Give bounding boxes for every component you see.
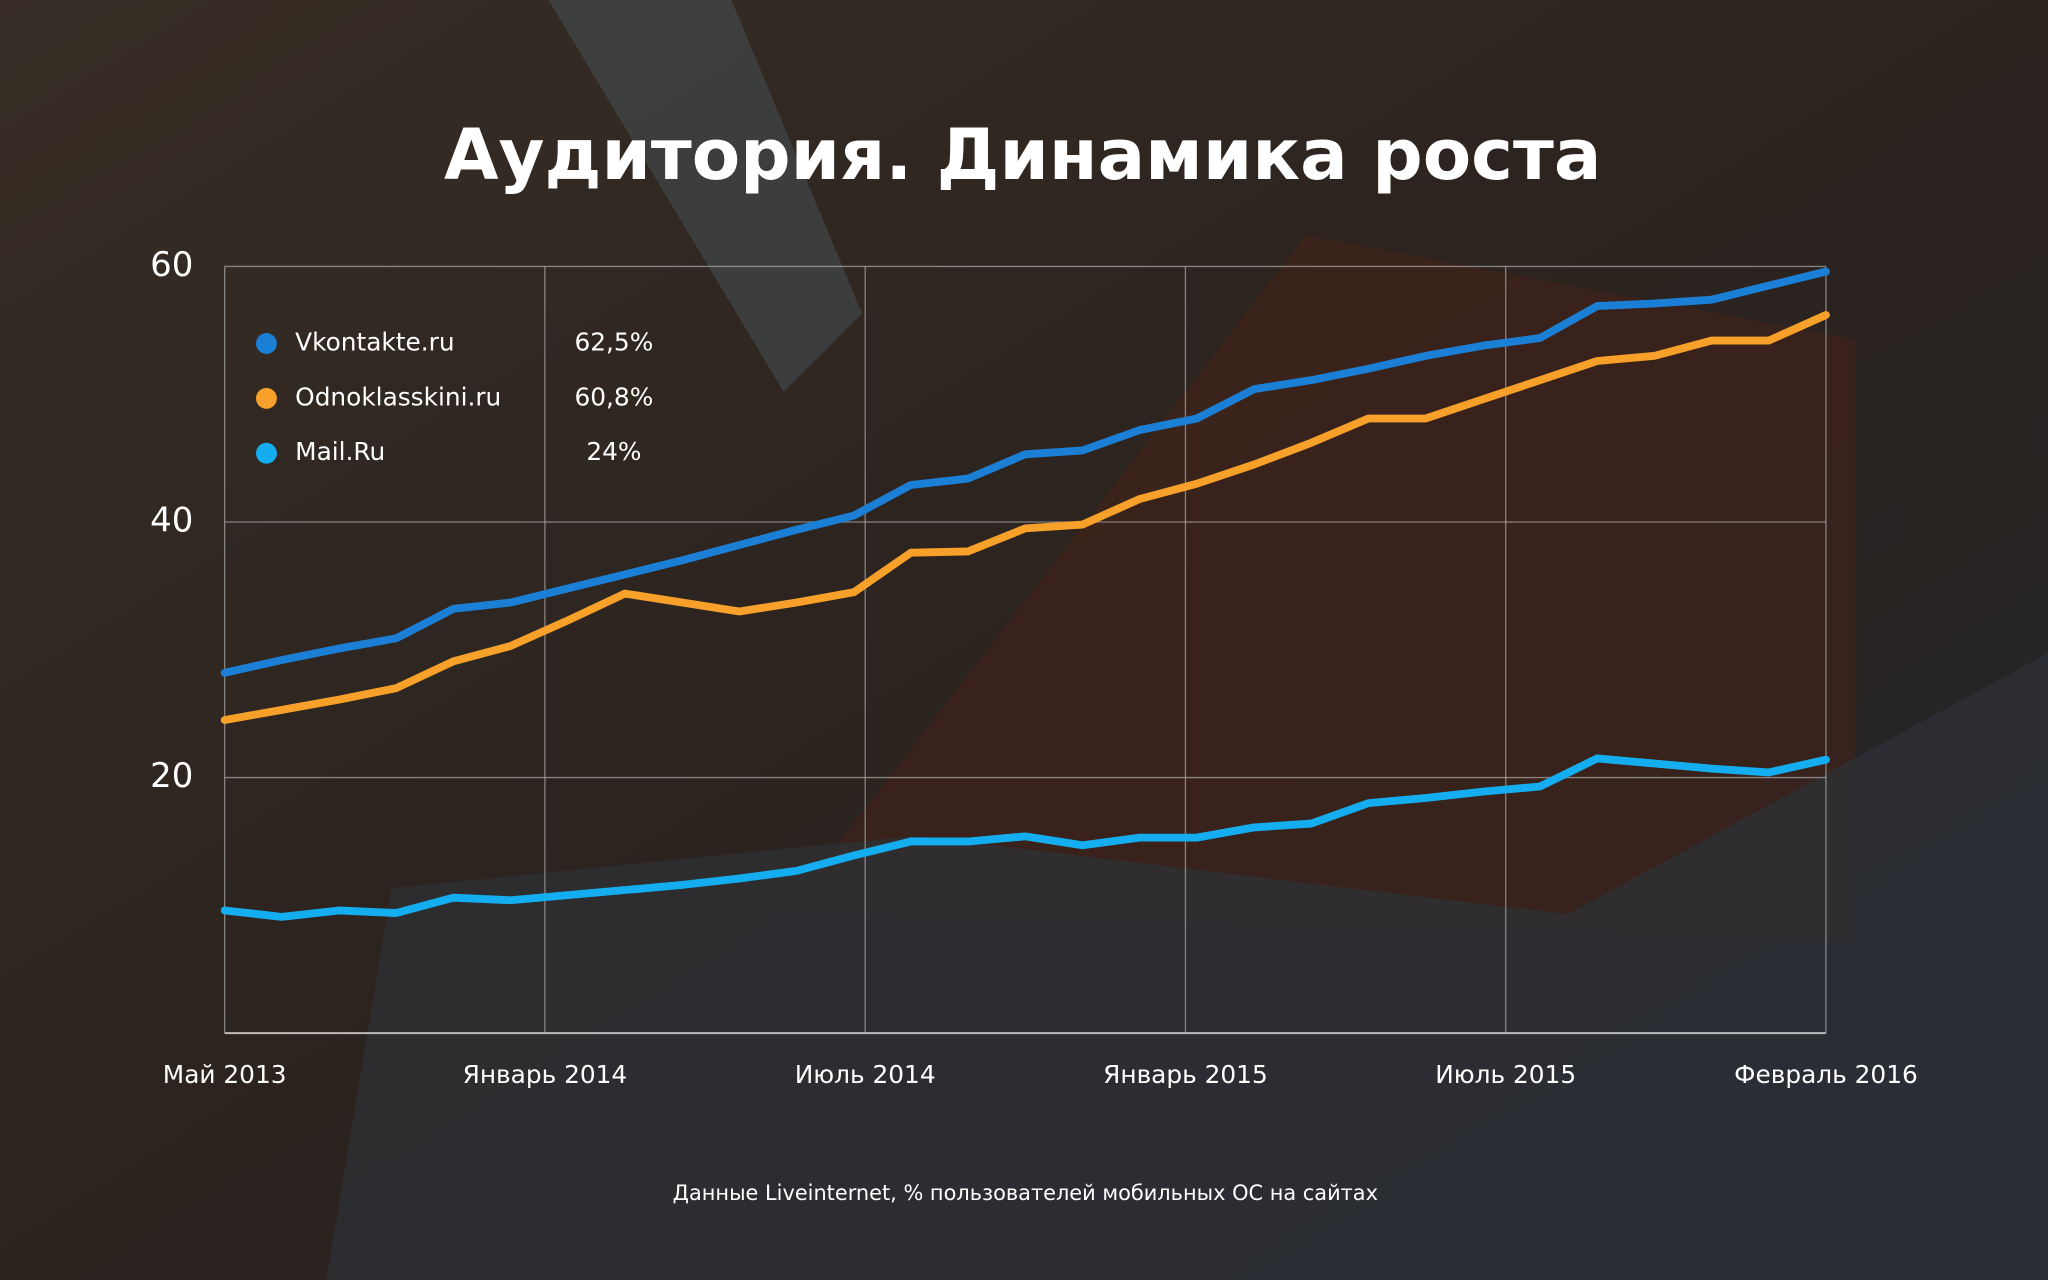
x-tick-label: Май 2013: [163, 1060, 287, 1089]
legend-marker: [256, 442, 277, 464]
background-shape: [326, 653, 2048, 1280]
series-line: [220, 311, 1830, 724]
y-tick-label: 60: [150, 245, 193, 285]
legend-label: Odnoklasskini.ru: [295, 382, 501, 411]
x-tick-label: Февраль 2016: [1734, 1060, 1918, 1089]
series-line: [220, 754, 1830, 921]
legend-label: Mail.Ru: [295, 437, 385, 466]
x-tick-label: Июль 2014: [795, 1060, 936, 1089]
source-note: Данные Liveinternet, % пользователей моб…: [673, 1181, 1378, 1205]
legend-value: 24%: [586, 437, 641, 466]
y-tick-label: 40: [150, 501, 193, 541]
x-tick-label: Январь 2015: [1103, 1060, 1268, 1089]
background-shape: [548, 0, 863, 392]
series-line: [220, 267, 1830, 677]
y-tick-label: 20: [150, 756, 193, 796]
legend-marker: [256, 387, 277, 409]
legend-marker: [256, 333, 277, 354]
x-tick-label: Январь 2014: [463, 1060, 628, 1089]
chart-title: Аудитория. Динамика роста: [444, 114, 1601, 196]
x-tick-label: Июль 2015: [1435, 1060, 1576, 1089]
legend-value: 60,8%: [574, 382, 653, 411]
legend-label: Vkontakte.ru: [295, 328, 454, 357]
legend-value: 62,5%: [574, 328, 653, 357]
